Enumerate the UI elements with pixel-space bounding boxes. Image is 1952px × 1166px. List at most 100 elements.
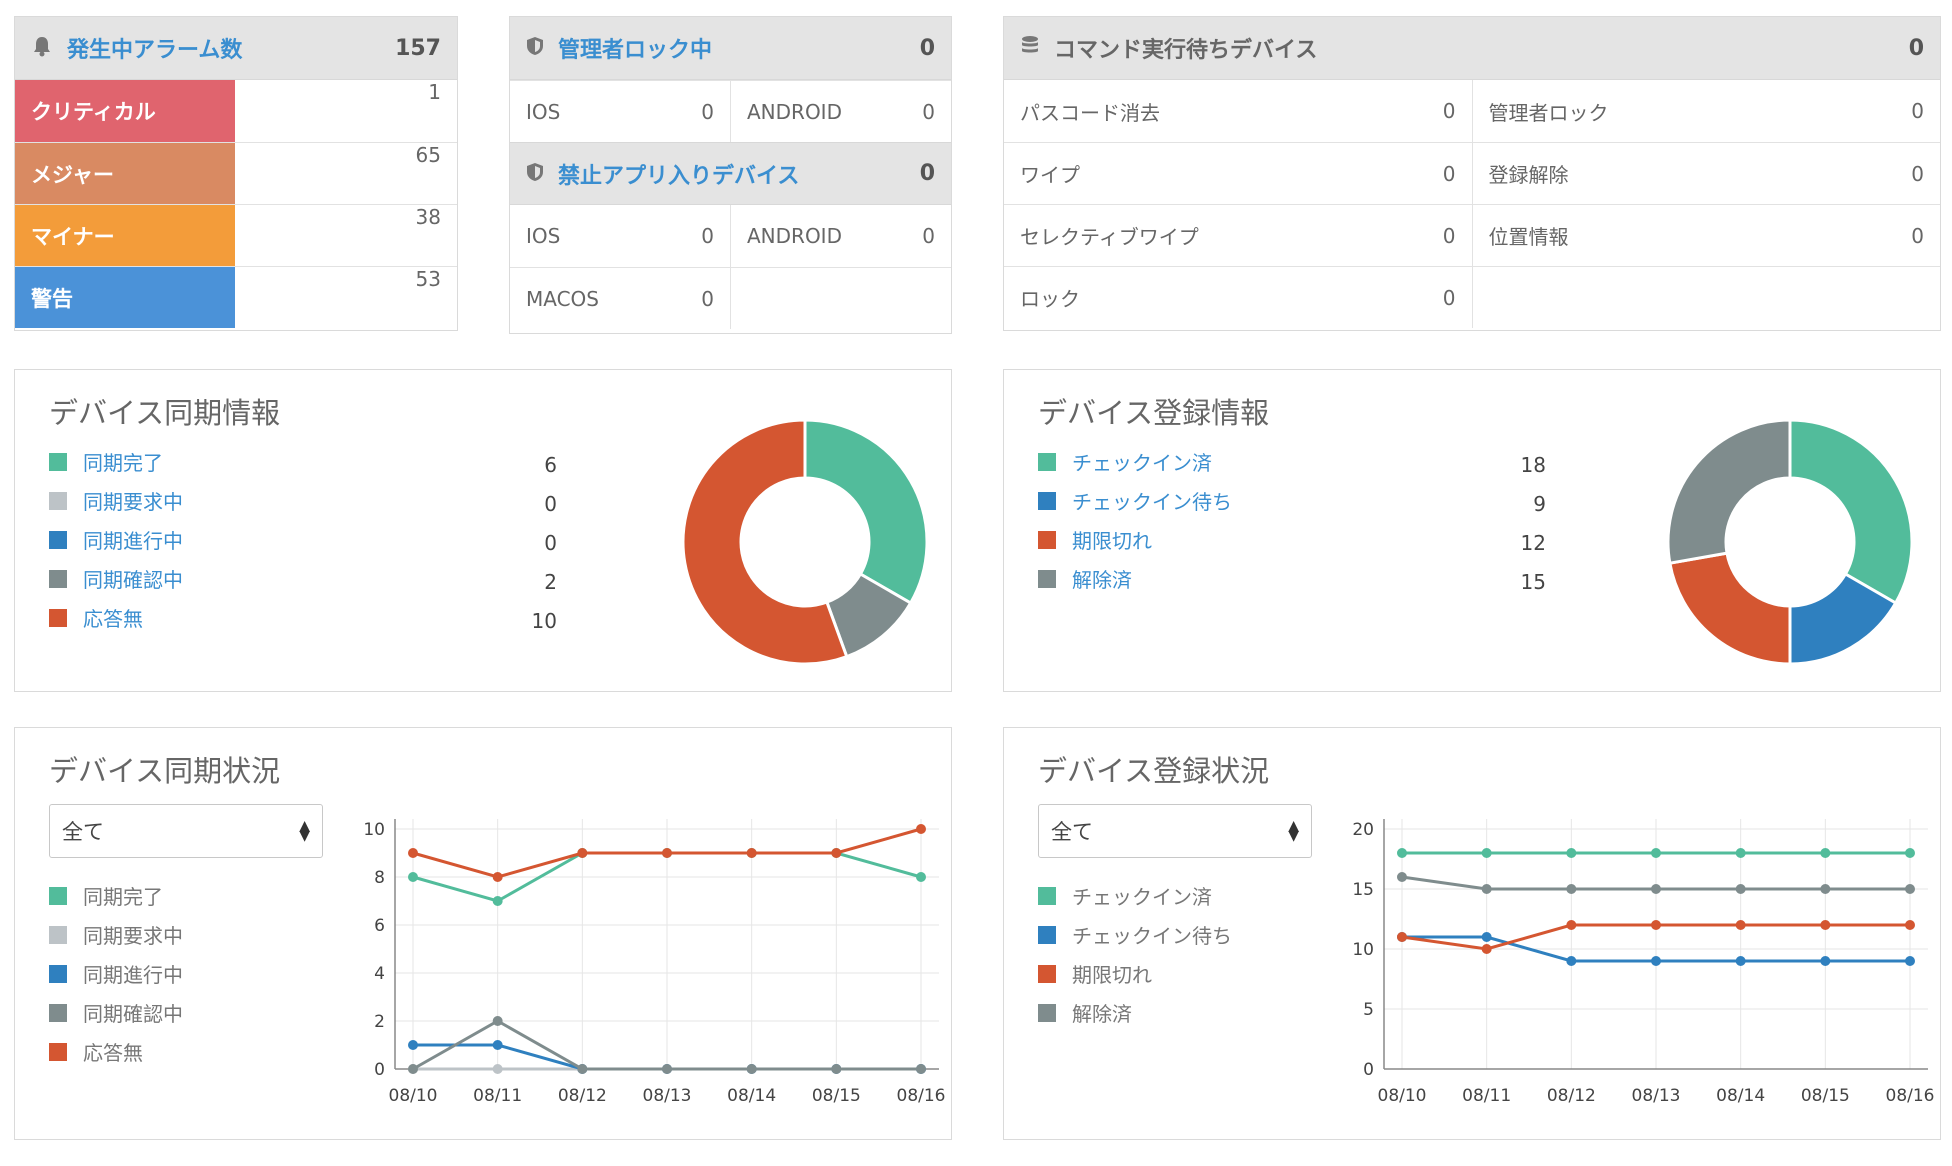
legend-item[interactable]: 応答無 [49, 1032, 183, 1071]
data-point[interactable] [1905, 884, 1915, 894]
data-point[interactable] [1566, 848, 1577, 858]
commands-header: コマンド実行待ちデバイス 0 [1004, 17, 1940, 80]
donut-slice[interactable] [1666, 418, 1792, 565]
data-point[interactable] [1481, 932, 1492, 942]
data-point[interactable] [408, 872, 418, 882]
data-point[interactable] [916, 1064, 926, 1074]
commands-panel: コマンド実行待ちデバイス 0 パスコード消去 0 管理者ロック 0 ワイプ 0 登録解除 0 セ… [1003, 16, 1941, 331]
command-label: 登録解除 [1488, 163, 1569, 187]
data-point[interactable] [1651, 956, 1661, 966]
data-point[interactable] [1566, 884, 1577, 894]
sync-status-select[interactable]: 全て ▲ ▼ [49, 804, 323, 858]
x-tick-label: 08/10 [389, 1086, 438, 1106]
data-point[interactable] [1905, 920, 1915, 930]
data-point[interactable] [1735, 956, 1746, 966]
data-point[interactable] [916, 872, 926, 882]
data-point[interactable] [1481, 848, 1492, 858]
alarm-panel: 発生中アラーム数 157 クリティカル 1 メジャー 65 マイナー 38 警告 53 [14, 16, 458, 331]
data-point[interactable] [831, 1064, 842, 1074]
data-point[interactable] [746, 1064, 757, 1074]
legend-item[interactable]: 同期進行中 [49, 954, 183, 993]
data-point[interactable] [408, 848, 418, 858]
data-point[interactable] [1905, 848, 1915, 858]
legend-item[interactable]: 同期要求中 [49, 915, 183, 954]
data-point[interactable] [492, 1040, 503, 1050]
legend-value: 6 [544, 452, 557, 477]
enroll-status-select[interactable]: 全て ▲ ▼ [1038, 804, 1312, 858]
data-point[interactable] [1651, 884, 1661, 894]
alarm-level-value: 65 [415, 143, 441, 167]
legend-item[interactable]: 期限切れ [1038, 954, 1232, 993]
legend-item[interactable]: 同期確認中 [49, 993, 183, 1032]
banned-apps-row: MACOS 0 [510, 267, 951, 329]
alarm-level-value: 38 [415, 205, 441, 229]
data-point[interactable] [1905, 956, 1915, 966]
donut-slice[interactable] [1668, 551, 1792, 666]
banned-apps-header: 禁止アプリ入りデバイス 0 [510, 142, 951, 205]
alarm-count: 157 [395, 35, 441, 61]
legend-item[interactable]: 同期完了 [49, 876, 183, 915]
legend-item[interactable]: 同期確認中 [49, 559, 183, 598]
data-point[interactable] [831, 848, 842, 858]
legend-item[interactable]: チェックイン待ち [1038, 915, 1232, 954]
data-point[interactable] [1651, 848, 1661, 858]
data-point[interactable] [1397, 848, 1407, 858]
x-tick-label: 08/15 [1801, 1086, 1850, 1106]
legend-label: 同期進行中 [83, 963, 183, 987]
alarm-title[interactable]: 発生中アラーム数 [67, 38, 243, 63]
data-point[interactable] [1820, 956, 1831, 966]
data-point[interactable] [916, 824, 926, 834]
legend-item[interactable]: 同期進行中 [49, 520, 183, 559]
donut-slice[interactable] [681, 418, 849, 666]
alarm-level-value: 53 [415, 267, 441, 291]
data-point[interactable] [577, 848, 588, 858]
data-point[interactable] [662, 848, 672, 858]
data-point[interactable] [408, 1040, 418, 1050]
legend-item[interactable]: 解除済 [1038, 559, 1232, 598]
data-point[interactable] [1735, 884, 1746, 894]
banned-apps-title[interactable]: 禁止アプリ入りデバイス [558, 163, 800, 189]
banned-apps-count: 0 [919, 161, 935, 186]
legend-item[interactable]: 応答無 [49, 598, 183, 637]
android-label: ANDROID [747, 224, 842, 248]
data-point[interactable] [1735, 848, 1746, 858]
legend-item[interactable]: チェックイン済 [1038, 442, 1232, 481]
data-point[interactable] [492, 1016, 503, 1026]
data-point[interactable] [408, 1064, 418, 1074]
data-point[interactable] [1397, 932, 1407, 942]
legend-item[interactable]: 同期完了 [49, 442, 183, 481]
data-point[interactable] [1566, 920, 1577, 930]
data-point[interactable] [1481, 884, 1492, 894]
legend-item[interactable]: 期限切れ [1038, 520, 1232, 559]
command-cell: 位置情報 0 [1471, 205, 1941, 266]
data-point[interactable] [492, 896, 503, 906]
command-cell: セレクティブワイプ 0 [1004, 205, 1472, 266]
donut-slice[interactable] [1788, 418, 1914, 606]
alarm-row: 警告 53 [15, 266, 457, 328]
data-point[interactable] [662, 1064, 672, 1074]
admin-lock-title[interactable]: 管理者ロック中 [558, 38, 713, 63]
data-point[interactable] [1481, 944, 1492, 954]
android-label: ANDROID [747, 99, 842, 124]
legend-item[interactable]: 同期要求中 [49, 481, 183, 520]
legend-swatch [49, 608, 67, 627]
data-point[interactable] [1397, 872, 1407, 882]
data-point[interactable] [492, 1064, 503, 1074]
data-point[interactable] [1820, 920, 1831, 930]
y-tick-label: 15 [1352, 880, 1374, 900]
y-tick-label: 2 [374, 1012, 385, 1032]
command-cell: ロック 0 [1004, 267, 1472, 328]
legend-item[interactable]: チェックイン待ち [1038, 481, 1232, 520]
donut-slice[interactable] [803, 418, 929, 606]
data-point[interactable] [1566, 956, 1577, 966]
data-point[interactable] [492, 872, 503, 882]
legend-item[interactable]: 解除済 [1038, 993, 1232, 1032]
data-point[interactable] [1735, 920, 1746, 930]
x-tick-label: 08/16 [897, 1086, 946, 1106]
data-point[interactable] [1820, 848, 1831, 858]
legend-item[interactable]: チェックイン済 [1038, 876, 1232, 915]
data-point[interactable] [1820, 884, 1831, 894]
data-point[interactable] [746, 848, 757, 858]
data-point[interactable] [577, 1064, 588, 1074]
data-point[interactable] [1651, 920, 1661, 930]
